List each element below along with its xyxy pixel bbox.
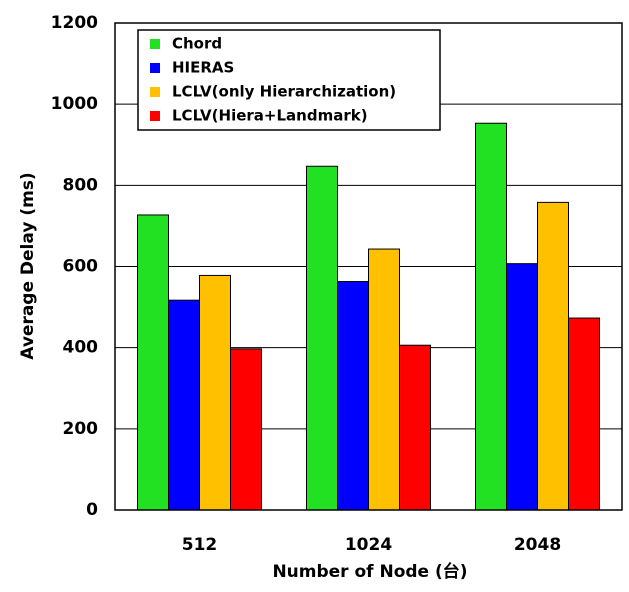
- legend-swatch: [150, 111, 160, 121]
- legend-swatch: [150, 63, 160, 73]
- legend-box: [137, 29, 441, 131]
- y-tick-label: 0: [86, 500, 98, 520]
- y-tick-label: 800: [63, 175, 99, 195]
- bar: [306, 165, 338, 511]
- plot-border: [114, 22, 623, 511]
- x-axis-title: Number of Node (台): [272, 561, 467, 582]
- y-tick-label: 1200: [51, 13, 98, 33]
- legend-swatch: [150, 87, 160, 97]
- bar: [337, 281, 369, 511]
- y-tick-label: 400: [63, 338, 99, 358]
- bar: [475, 122, 507, 511]
- y-axis-title: Average Delay (ms): [18, 172, 38, 359]
- y-tick-label: 200: [63, 419, 99, 439]
- bar: [137, 214, 169, 511]
- legend-swatch: [150, 39, 160, 49]
- legend-label: Chord: [172, 35, 222, 53]
- x-tick-label: 512: [182, 535, 218, 555]
- bar: [230, 348, 262, 511]
- bar: [368, 248, 400, 511]
- legend-label: HIERAS: [172, 59, 234, 77]
- bar: [568, 317, 600, 511]
- bar: [537, 201, 569, 511]
- legend-label: LCLV(Hiera+Landmark): [172, 107, 368, 125]
- x-tick-label: 2048: [514, 535, 561, 555]
- bar: [168, 299, 200, 511]
- bar: [399, 344, 431, 511]
- bar: [199, 274, 231, 511]
- y-tick-label: 600: [63, 257, 99, 277]
- legend-label: LCLV(only Hierarchization): [172, 83, 396, 101]
- bar: [506, 263, 538, 511]
- x-tick-label: 1024: [345, 535, 392, 555]
- y-tick-label: 1000: [51, 94, 98, 114]
